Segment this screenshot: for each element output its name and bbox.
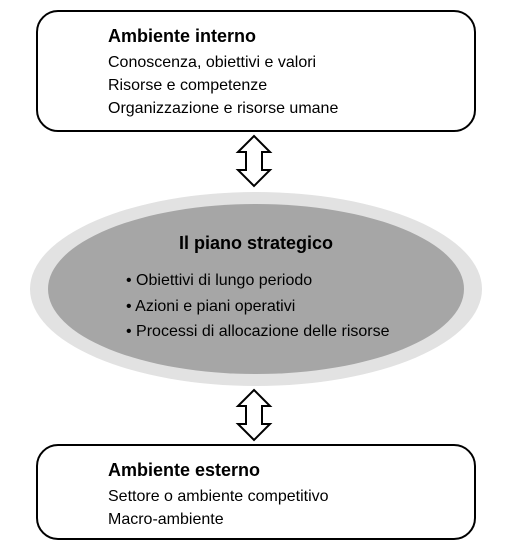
double-arrow-icon bbox=[234, 388, 274, 442]
top-box-title: Ambiente interno bbox=[108, 26, 454, 47]
double-arrow-icon bbox=[234, 134, 274, 188]
center-item: Obiettivi di lungo periodo bbox=[126, 268, 390, 294]
center-item: Azioni e piani operativi bbox=[126, 294, 390, 320]
center-item: Processi di allocazione delle risorse bbox=[126, 319, 390, 345]
bottom-box-title: Ambiente esterno bbox=[108, 460, 454, 481]
center-list: Obiettivi di lungo periodo Azioni e pian… bbox=[126, 268, 390, 345]
center-ellipse: Il piano strategico Obiettivi di lungo p… bbox=[48, 204, 464, 374]
top-box-line: Risorse e competenze bbox=[108, 74, 454, 97]
bottom-box: Ambiente esterno Settore o ambiente comp… bbox=[36, 444, 476, 540]
bottom-box-line: Settore o ambiente competitivo bbox=[108, 485, 454, 508]
top-box: Ambiente interno Conoscenza, obiettivi e… bbox=[36, 10, 476, 132]
bottom-box-line: Macro-ambiente bbox=[108, 508, 454, 531]
top-box-line: Conoscenza, obiettivi e valori bbox=[108, 51, 454, 74]
top-box-line: Organizzazione e risorse umane bbox=[108, 97, 454, 120]
center-title: Il piano strategico bbox=[179, 233, 333, 254]
